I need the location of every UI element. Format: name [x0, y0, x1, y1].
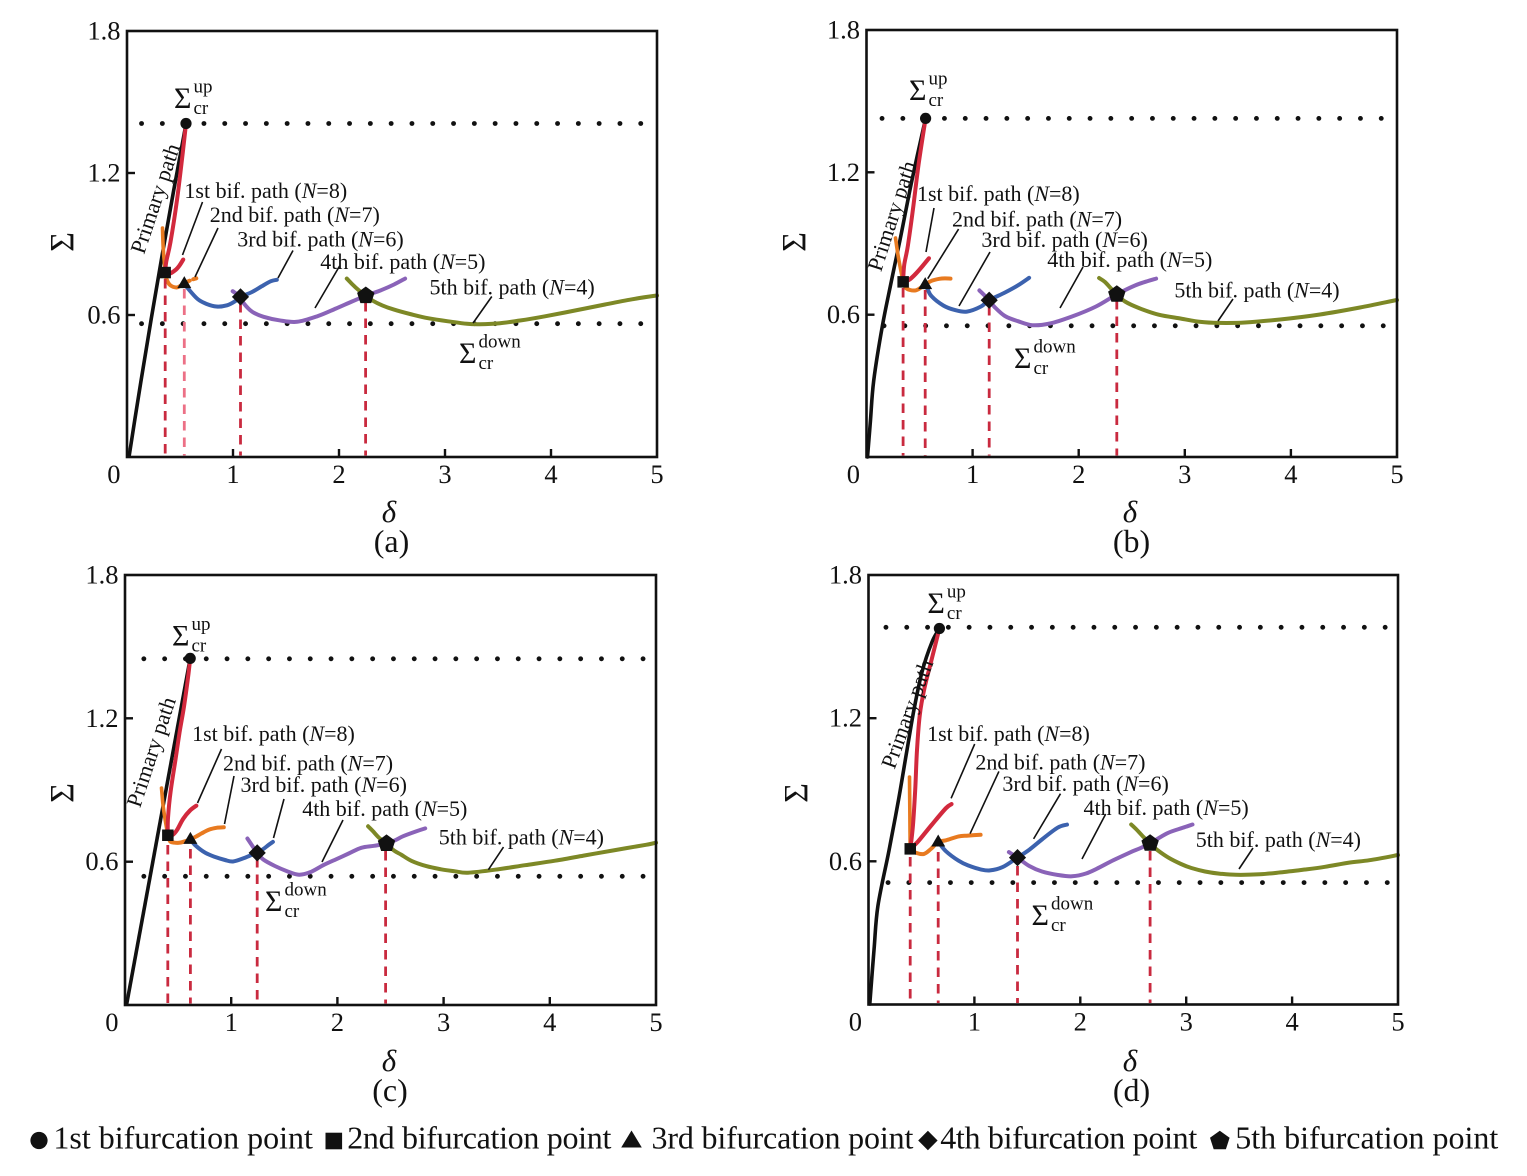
svg-text:5th bif. path (N=4): 5th bif. path (N=4)	[1174, 278, 1339, 303]
svg-text:4th bif. path (N=5): 4th bif. path (N=5)	[1047, 247, 1212, 272]
svg-text:2: 2	[1072, 459, 1085, 489]
svg-text:4th bif. path (N=5): 4th bif. path (N=5)	[1084, 795, 1249, 820]
svg-text:5th bifurcation point: 5th bifurcation point	[1235, 1120, 1498, 1156]
svg-text:5th bif. path (N=4): 5th bif. path (N=4)	[430, 275, 595, 300]
svg-text:5: 5	[650, 459, 663, 489]
svg-text:cr: cr	[929, 90, 944, 111]
svg-text:3rd bifurcation point: 3rd bifurcation point	[652, 1120, 914, 1156]
svg-text:cr: cr	[479, 353, 494, 374]
svg-text:Σ: Σ	[265, 885, 282, 918]
svg-text:down: down	[1034, 337, 1077, 358]
svg-text:up: up	[947, 582, 966, 603]
svg-text:1.2: 1.2	[827, 157, 860, 187]
svg-text:0.6: 0.6	[827, 299, 860, 329]
svg-text:Σ: Σ	[778, 783, 815, 803]
svg-text:5th bif. path (N=4): 5th bif. path (N=4)	[1196, 827, 1361, 852]
svg-text:1: 1	[968, 1007, 981, 1037]
svg-text:2: 2	[331, 1007, 344, 1037]
svg-text:Σ: Σ	[776, 232, 813, 252]
svg-text:2: 2	[1074, 1007, 1087, 1037]
svg-text:5: 5	[1391, 1007, 1404, 1037]
svg-text:1.2: 1.2	[829, 703, 862, 733]
svg-text:1st bif. path (N=8): 1st bif. path (N=8)	[192, 721, 355, 746]
svg-text:0.6: 0.6	[87, 300, 120, 330]
svg-text:Σ: Σ	[1032, 899, 1049, 932]
svg-text:cr: cr	[192, 636, 207, 657]
svg-text:1.8: 1.8	[827, 15, 860, 45]
svg-text:1.8: 1.8	[87, 16, 120, 46]
svg-text:1.8: 1.8	[829, 560, 862, 590]
svg-text:2nd bif. path (N=7): 2nd bif. path (N=7)	[952, 207, 1122, 232]
svg-text:Σ: Σ	[909, 74, 926, 107]
svg-text:up: up	[194, 77, 213, 98]
svg-text:5: 5	[1390, 459, 1403, 489]
svg-text:0: 0	[105, 1007, 118, 1037]
svg-text:Σ: Σ	[459, 337, 476, 370]
svg-text:1st bif. path (N=8): 1st bif. path (N=8)	[927, 721, 1090, 746]
svg-text:0.6: 0.6	[85, 846, 118, 876]
svg-text:1st bifurcation point: 1st bifurcation point	[53, 1120, 313, 1156]
svg-text:Σ: Σ	[174, 82, 191, 115]
svg-text:4: 4	[1285, 1007, 1298, 1037]
svg-text:3: 3	[437, 1007, 450, 1037]
svg-text:4th bif. path (N=5): 4th bif. path (N=5)	[302, 796, 467, 821]
svg-text:δ: δ	[1123, 494, 1138, 529]
svg-text:2nd bif. path (N=7): 2nd bif. path (N=7)	[223, 751, 393, 776]
svg-text:5th bif. path (N=4): 5th bif. path (N=4)	[439, 825, 604, 850]
svg-text:1.8: 1.8	[85, 560, 118, 590]
svg-text:3rd bif. path (N=6): 3rd bif. path (N=6)	[981, 227, 1147, 252]
svg-text:1st bif. path (N=8): 1st bif. path (N=8)	[184, 178, 347, 203]
svg-text:1.2: 1.2	[85, 703, 118, 733]
svg-text:4: 4	[1284, 459, 1297, 489]
svg-text:cr: cr	[285, 901, 300, 922]
svg-text:down: down	[479, 332, 522, 353]
svg-text:down: down	[285, 880, 328, 901]
svg-text:4th bifurcation point: 4th bifurcation point	[940, 1120, 1197, 1156]
svg-text:0: 0	[849, 1007, 862, 1037]
svg-text:cr: cr	[194, 98, 209, 119]
svg-text:(b): (b)	[1113, 523, 1150, 559]
svg-text:2: 2	[332, 459, 345, 489]
svg-text:Σ: Σ	[1014, 342, 1031, 375]
svg-text:0.6: 0.6	[829, 846, 862, 876]
svg-text:Σ: Σ	[172, 620, 189, 653]
svg-text:(a): (a)	[374, 523, 410, 559]
svg-text:cr: cr	[1034, 358, 1049, 379]
svg-text:Σ: Σ	[44, 783, 81, 803]
svg-text:(c): (c)	[372, 1072, 408, 1108]
svg-text:δ: δ	[382, 494, 397, 529]
svg-text:cr: cr	[1051, 915, 1066, 936]
svg-text:(d): (d)	[1113, 1072, 1150, 1108]
svg-text:3: 3	[1178, 459, 1191, 489]
svg-text:3rd bif. path (N=6): 3rd bif. path (N=6)	[241, 772, 407, 797]
svg-text:3rd bif. path (N=6): 3rd bif. path (N=6)	[1002, 771, 1168, 796]
svg-text:1: 1	[966, 459, 979, 489]
svg-text:1: 1	[226, 459, 239, 489]
svg-text:1: 1	[225, 1007, 238, 1037]
svg-text:2nd bif. path (N=7): 2nd bif. path (N=7)	[210, 202, 380, 227]
svg-text:up: up	[192, 614, 211, 635]
svg-text:3: 3	[1180, 1007, 1193, 1037]
svg-text:δ: δ	[382, 1043, 397, 1078]
svg-text:2nd bif. path (N=7): 2nd bif. path (N=7)	[975, 750, 1145, 775]
svg-text:down: down	[1051, 894, 1094, 915]
svg-text:2nd bifurcation point: 2nd bifurcation point	[347, 1120, 611, 1156]
svg-text:3: 3	[438, 459, 451, 489]
svg-text:1.2: 1.2	[87, 158, 120, 188]
svg-text:Σ: Σ	[44, 232, 81, 252]
svg-text:5: 5	[649, 1007, 662, 1037]
svg-text:δ: δ	[1123, 1043, 1138, 1078]
svg-text:Σ: Σ	[927, 587, 944, 620]
svg-text:0: 0	[847, 459, 860, 489]
svg-text:up: up	[929, 69, 948, 90]
svg-text:4th bif. path (N=5): 4th bif. path (N=5)	[320, 249, 485, 274]
svg-text:0: 0	[107, 459, 120, 489]
svg-text:cr: cr	[947, 603, 962, 624]
svg-text:1st bif. path (N=8): 1st bif. path (N=8)	[917, 181, 1080, 206]
svg-text:3rd bif. path (N=6): 3rd bif. path (N=6)	[237, 227, 403, 252]
svg-text:4: 4	[544, 459, 557, 489]
svg-text:4: 4	[543, 1007, 556, 1037]
